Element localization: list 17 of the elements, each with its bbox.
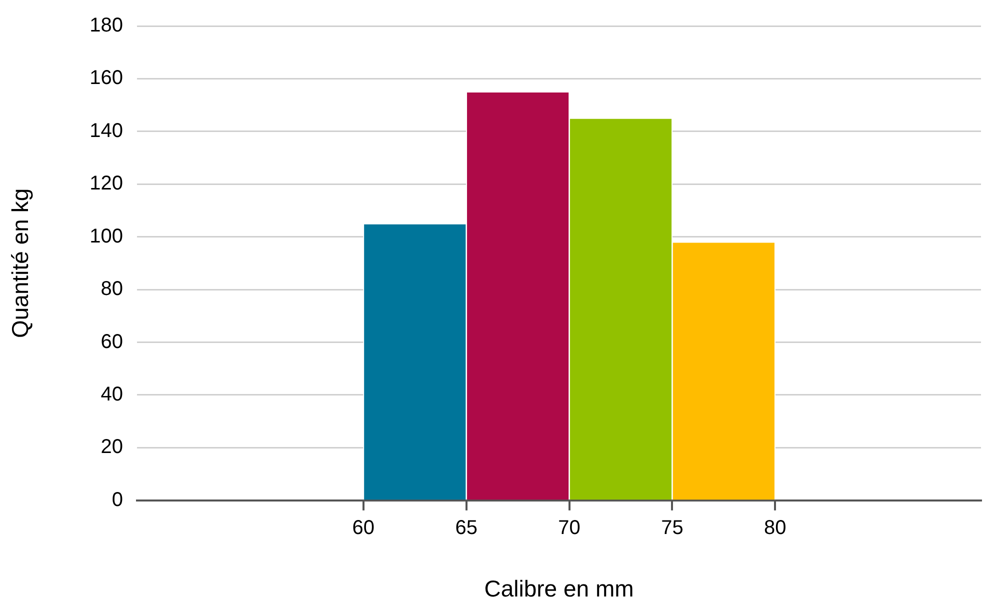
x-tick-label: 80 — [764, 516, 786, 539]
y-tick-label: 180 — [90, 14, 123, 37]
x-tick-label: 75 — [661, 516, 684, 539]
y-tick-label: 80 — [100, 278, 123, 300]
y-tick-label: 40 — [100, 383, 123, 406]
y-tick-label: 120 — [90, 172, 123, 195]
x-tick-label: 60 — [352, 516, 375, 539]
y-axis-title: Quantité en kg — [7, 188, 34, 338]
x-tick-label: 65 — [455, 516, 478, 539]
y-tick-label: 60 — [100, 330, 123, 353]
y-tick-label: 140 — [90, 120, 123, 142]
x-tick-label: 70 — [558, 516, 580, 539]
y-tick-label: 0 — [112, 488, 123, 511]
y-tick-label: 160 — [90, 67, 123, 90]
y-tick-label: 20 — [100, 436, 123, 458]
x-axis-title: Calibre en mm — [484, 576, 634, 602]
y-tick-label: 100 — [90, 225, 123, 248]
